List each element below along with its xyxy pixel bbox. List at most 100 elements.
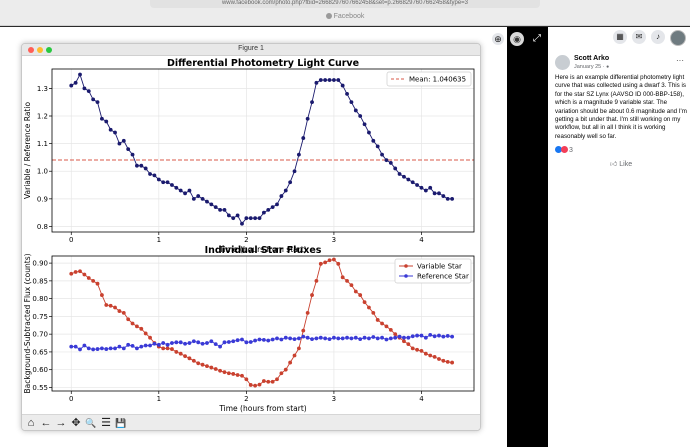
menu-grid-icon[interactable]: ▦ (613, 30, 627, 44)
tab-title-row[interactable]: Facebook (0, 13, 690, 20)
x-tick-label: 0 (69, 395, 73, 403)
data-point (240, 337, 244, 342)
data-point (406, 335, 411, 340)
data-point (130, 321, 135, 326)
like-button[interactable]: 👍︎ Like (610, 159, 632, 168)
messenger-icon[interactable]: ✉ (632, 30, 646, 44)
data-point (86, 276, 91, 280)
address-bar[interactable]: www.facebook.com/photo.php?fbid=26682976… (150, 0, 540, 8)
data-point (318, 261, 323, 266)
y-tick-label: 0.90 (32, 260, 48, 268)
data-point (183, 191, 187, 196)
x-tick-label: 2 (244, 395, 248, 403)
data-point (353, 335, 358, 340)
data-point (275, 377, 279, 382)
x-tick-label: 3 (332, 395, 336, 403)
data-point (323, 78, 328, 82)
bell-icon[interactable]: ♪ (651, 30, 665, 44)
data-point (174, 350, 179, 354)
data-point (314, 336, 319, 341)
data-point (130, 152, 135, 157)
zoom-in-icon[interactable]: ⊕ (492, 33, 504, 45)
data-point (244, 377, 249, 382)
data-point (248, 383, 253, 387)
more-options-button[interactable]: ··· (676, 56, 684, 65)
data-point (135, 324, 139, 329)
data-point (437, 333, 441, 338)
data-point (292, 169, 297, 174)
x-tick-label: 1 (157, 236, 161, 244)
data-point (248, 216, 253, 221)
data-point (340, 83, 345, 88)
data-point (371, 310, 376, 315)
data-point (244, 340, 249, 345)
close-window-button[interactable] (28, 47, 34, 53)
zoom-icon[interactable]: 🔍 (85, 418, 97, 428)
data-point (121, 346, 126, 351)
data-point (305, 310, 310, 315)
data-point (327, 78, 332, 82)
data-point (419, 333, 424, 338)
configure-subplots-icon[interactable]: ☰ (101, 417, 111, 429)
data-point (349, 283, 354, 288)
post-author[interactable]: Scott Arko (574, 55, 610, 62)
y-tick-label: 1.0 (37, 168, 48, 176)
data-point (213, 342, 218, 347)
back-arrow-icon[interactable]: ← (40, 417, 52, 429)
pan-icon[interactable]: ✥ (71, 417, 81, 429)
data-point (349, 100, 354, 105)
data-point (240, 373, 244, 378)
forward-arrow-icon[interactable]: → (55, 417, 67, 429)
data-point (117, 141, 122, 146)
y-tick-label: 1.3 (37, 85, 48, 93)
data-point (336, 336, 341, 341)
legend-label: Mean: 1.040635 (409, 76, 466, 84)
figure-window: Figure 1 0 1 2 3 4 0.8 0.9 1.0 1.1 1.2 1.3 Differen… (21, 43, 481, 431)
data-point (100, 346, 104, 351)
minimize-window-button[interactable] (37, 47, 43, 53)
data-point (209, 339, 214, 344)
data-point (95, 347, 100, 351)
data-point (91, 278, 96, 283)
data-point (78, 269, 82, 274)
data-point (432, 334, 437, 339)
data-point (423, 351, 428, 356)
maximize-window-button[interactable] (46, 47, 52, 53)
author-avatar[interactable] (555, 55, 570, 70)
y-tick-label: 0.60 (32, 366, 48, 374)
data-point (73, 270, 78, 274)
data-point (170, 183, 174, 187)
data-point (367, 336, 371, 341)
data-point (218, 368, 222, 373)
data-point (362, 122, 367, 127)
data-point (314, 80, 319, 85)
data-point (178, 340, 183, 345)
window-titlebar[interactable]: Figure 1 (22, 44, 480, 56)
home-icon[interactable]: ⌂ (27, 417, 35, 429)
data-point (257, 382, 262, 387)
data-point (205, 341, 209, 345)
data-point (288, 336, 293, 341)
data-point (415, 333, 419, 338)
data-point (310, 100, 314, 105)
data-point (213, 205, 218, 210)
x-tick-label: 4 (419, 236, 424, 244)
header-icons: ▦ ✉ ♪ (613, 30, 690, 46)
photo-side-panel (507, 27, 548, 447)
globe-icon: ● (606, 64, 610, 70)
post-date[interactable]: January 25 · (574, 64, 607, 70)
data-point (437, 191, 441, 196)
x-axis-label: Time (hours from start) (218, 245, 306, 254)
data-point (428, 185, 433, 190)
x-tick-label: 3 (332, 236, 336, 244)
data-point (231, 216, 236, 221)
reactions-summary[interactable]: 3 (555, 146, 573, 154)
data-point (323, 336, 328, 341)
tag-icon[interactable]: ◉ (510, 32, 524, 46)
y-tick-label: 0.70 (32, 331, 48, 339)
profile-avatar[interactable] (670, 30, 686, 46)
data-point (187, 341, 192, 345)
expand-icon[interactable]: ⤢ (533, 33, 541, 44)
data-point (432, 191, 437, 196)
save-icon[interactable]: 💾 (115, 418, 127, 428)
